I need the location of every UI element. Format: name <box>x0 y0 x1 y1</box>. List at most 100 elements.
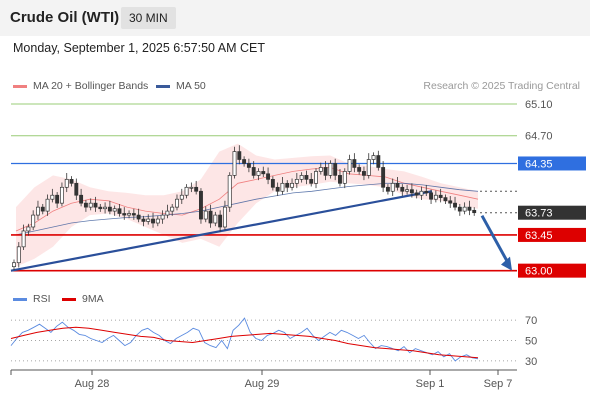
legend-rsi-label: RSI <box>33 293 51 305</box>
chart-datetime: Monday, September 1, 2025 6:57:50 AM CET <box>13 41 265 55</box>
level-label-64.35: 64.35 <box>525 158 553 170</box>
x-tick-label: Aug 28 <box>75 378 110 390</box>
candle <box>199 188 203 224</box>
candle-body <box>21 230 26 248</box>
candle-body <box>16 246 21 264</box>
candle-body <box>299 175 304 180</box>
candle-body <box>45 198 50 212</box>
candle <box>424 184 429 197</box>
candle <box>184 184 189 199</box>
candle-body <box>189 186 194 189</box>
candle <box>64 173 69 193</box>
bollinger-swatch <box>13 84 27 88</box>
candle-body <box>419 190 424 196</box>
candle-body <box>160 214 165 220</box>
candle <box>462 202 467 215</box>
candle-body <box>472 209 477 214</box>
legend-rsi: RSI <box>13 293 51 305</box>
candle <box>275 182 280 197</box>
candle <box>222 200 227 231</box>
candle-body <box>347 159 352 172</box>
candle <box>93 196 98 212</box>
candle-body <box>103 206 108 210</box>
candle <box>74 178 79 200</box>
candlesticks <box>12 145 477 270</box>
candle <box>285 180 290 193</box>
timeframe-badge[interactable]: 30 MIN <box>121 7 176 29</box>
candle <box>59 182 64 207</box>
candle-body <box>414 192 419 196</box>
x-tick-label: Sep 1 <box>416 378 445 390</box>
legend-ma50: MA 50 <box>156 80 206 92</box>
x-tick-label: Aug 29 <box>245 378 280 390</box>
price-levels: 65.10 64.70 64.35 63.73 63.45 63.00 <box>11 99 586 278</box>
candle <box>390 178 395 197</box>
candle <box>448 196 453 208</box>
candle <box>146 214 151 225</box>
candle <box>242 156 247 167</box>
candle <box>381 161 386 193</box>
candle <box>237 145 242 165</box>
candle <box>429 189 434 204</box>
legend-bollinger-label: MA 20 + Bollinger Bands <box>33 80 149 92</box>
candle-body <box>429 192 434 200</box>
candle <box>323 161 328 181</box>
candle <box>122 207 127 220</box>
candle-body <box>117 208 122 214</box>
candle <box>227 172 232 212</box>
rsi-line <box>10 317 479 362</box>
candle-body <box>285 182 290 188</box>
projection-arrow-head <box>501 256 512 271</box>
candle <box>151 212 155 228</box>
rising-trendline <box>10 190 433 272</box>
candle <box>433 190 438 203</box>
candle-body <box>40 206 45 212</box>
candle <box>136 208 141 223</box>
support-tag-63.45 <box>518 227 586 242</box>
candle <box>203 206 208 223</box>
candle-body <box>385 186 390 192</box>
level-label-63.73: 63.73 <box>525 208 553 220</box>
candle <box>155 215 160 227</box>
candle <box>127 210 132 219</box>
candle-body <box>93 202 98 208</box>
candle-body <box>314 171 318 184</box>
candle-body <box>366 159 371 176</box>
candle-body <box>179 194 184 200</box>
rsi-tick-70: 70 <box>525 315 537 327</box>
x-tick-label: Sep 7 <box>484 378 513 390</box>
candle-body <box>242 159 247 164</box>
candle <box>79 188 84 207</box>
candle-body <box>309 179 314 184</box>
candle-body <box>222 206 227 228</box>
time-axis: Aug 28 Aug 29 Sep 1 Sep 7 <box>10 369 517 390</box>
candle-body <box>246 163 251 168</box>
candle <box>194 180 199 195</box>
candle <box>357 164 362 175</box>
candle-body <box>390 182 395 192</box>
candle-body <box>280 182 285 192</box>
candle-body <box>107 206 112 212</box>
candle-body <box>467 206 472 211</box>
candle <box>141 215 146 227</box>
candle-body <box>127 213 132 216</box>
level-label-63.00: 63.00 <box>525 266 553 278</box>
candle <box>400 184 405 197</box>
candle <box>208 204 213 228</box>
candle <box>218 210 223 232</box>
candle <box>50 188 55 203</box>
candle-body <box>199 190 203 220</box>
candle-body <box>170 206 175 212</box>
candle <box>69 176 74 187</box>
candle-body <box>342 171 347 184</box>
candle <box>438 188 443 203</box>
candle <box>213 211 218 227</box>
candle <box>361 166 366 181</box>
candle <box>342 168 347 189</box>
candle-body <box>146 218 151 222</box>
candle-body <box>213 214 218 224</box>
rsi-tick-30: 30 <box>525 356 537 368</box>
candle-body <box>328 163 333 176</box>
ma50-line <box>15 182 479 236</box>
candle-body <box>304 175 309 180</box>
